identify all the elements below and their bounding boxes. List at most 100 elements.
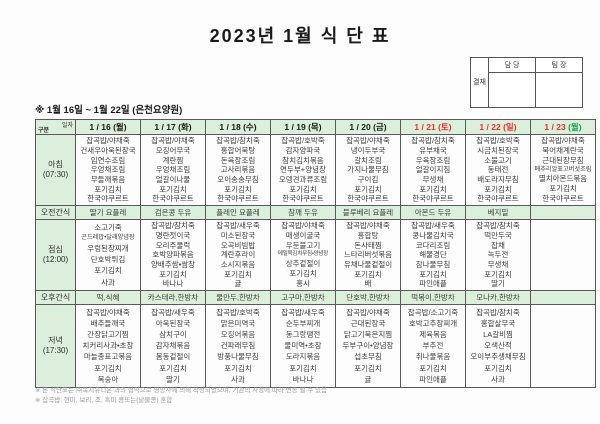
menu-line: 파인애플 xyxy=(419,279,447,289)
menu-line: 플레인 요플레 xyxy=(216,207,260,217)
menu-line: 취나물볶음 xyxy=(415,352,451,362)
meal-label: 저녁 xyxy=(48,336,63,345)
menu-line: 임연수조림 xyxy=(90,155,126,165)
menu-line: 한국야쿠르트 xyxy=(477,194,519,204)
weekday-label: (월) xyxy=(568,122,582,132)
menu-line: 잡곡밥/새우죽 xyxy=(151,307,195,317)
meal-time: (07:30) xyxy=(42,170,69,179)
menu-line: 고사리볶음 xyxy=(220,165,256,175)
menu-line: 시금치된장국 xyxy=(477,145,519,155)
menu-line: 사과 xyxy=(231,374,245,384)
menu-line: 감자양파국 xyxy=(285,145,321,155)
menu-line: 물만두,한방차 xyxy=(216,292,260,302)
menu-cell: 잡곡밥/야채죽 홍합탕 돈사태찜 느타리버섯볶음 유채나물겉절이 포기김치 배 xyxy=(335,219,401,291)
meal-label: 오전간식 xyxy=(40,207,71,217)
menu-line: 물미역•초장 xyxy=(284,341,322,351)
date-header-cell: 1 / 22 (일) xyxy=(465,119,531,135)
menu-line: 참나물무침 xyxy=(415,259,451,269)
menu-line: 맑은미역국 xyxy=(220,318,256,328)
menu-line: 우엉채조림 xyxy=(155,165,191,175)
menu-line: 유채나물겉절이 xyxy=(343,259,393,269)
menu-line: 느타리버섯볶음 xyxy=(343,250,393,260)
menu-line: 도라지볶음 xyxy=(285,352,321,362)
menu-line: 잡곡밥/참치죽 xyxy=(216,136,260,146)
approval-table: 결재 담 당 팀 장 xyxy=(470,57,583,108)
menu-line: 곤드레밥•달래양념장 xyxy=(81,234,135,241)
menu-line: 우육장조림 xyxy=(415,155,451,165)
menu-line: 잡곡밥/야채죽 xyxy=(281,221,325,231)
row-header-lunch: 점심 (12:00) xyxy=(35,219,76,291)
menu-line: 계란찜 xyxy=(162,155,184,165)
weekday-label: (토) xyxy=(438,122,452,132)
menu-line: 포기김치 xyxy=(354,184,382,194)
menu-cell: 잡곡밥/야채죽 근대된장국 닭고기묵은지찜 두부구이•양념장 섭초무침 포기김치 귤 xyxy=(335,304,401,388)
menu-line: 무들깨볶음 xyxy=(90,174,126,184)
menu-line: 포기김치 xyxy=(94,363,122,373)
menu-line: 포기김치 xyxy=(419,184,447,194)
menu-line: 포기김치 xyxy=(484,269,512,279)
menu-line: 가지나물무침 xyxy=(347,165,389,175)
menu-line: 무생채 xyxy=(422,174,444,184)
menu-line: 근대된장국 xyxy=(350,318,386,328)
menu-line: 단호박튀김 xyxy=(90,255,126,265)
menu-line: 잡곡밥/새우죽 xyxy=(216,221,260,231)
menu-cell: 딸기 요플레 xyxy=(75,205,141,220)
menu-cell: 검은콩 두유 xyxy=(140,205,206,220)
menu-line: 메추리알표고버섯조림 xyxy=(534,165,592,173)
menu-line: 한국야쿠르트 xyxy=(347,194,389,204)
menu-line: 근대된장무침 xyxy=(542,156,584,166)
menu-line: 카스테라,한방차 xyxy=(147,292,199,302)
approval-sign-cell xyxy=(488,72,536,108)
menu-line: 아몬드 두유 xyxy=(414,207,452,217)
weekday-label: (수) xyxy=(243,122,257,132)
menu-line: 포기김치 xyxy=(159,363,187,373)
menu-line: 잡곡밥/참치죽 xyxy=(411,136,455,146)
row-header-breakfast: 아침 (07:30) xyxy=(35,134,76,206)
menu-line: 검은콩 두유 xyxy=(154,207,192,217)
menu-line: 아욱된장국 xyxy=(155,318,191,328)
menu-line: 잡곡밥/야채죽 xyxy=(346,136,390,146)
menu-line: 포기김치 xyxy=(94,266,122,276)
menu-line: 단호박,한방차 xyxy=(346,292,390,302)
menu-line: 계란후라이 xyxy=(220,250,256,260)
menu-line: 잡곡밥/호박죽 xyxy=(476,136,520,146)
menu-line: 순두부찌개 xyxy=(285,318,321,328)
menu-cell xyxy=(530,304,596,388)
menu-cell: 참깨 두유 xyxy=(270,205,336,220)
weekday-label: (목) xyxy=(308,122,322,132)
menu-line: 모나카,한방차 xyxy=(476,292,520,302)
menu-line: 소시지볶음 xyxy=(220,259,256,269)
menu-line: 호박고추장찌개 xyxy=(408,318,458,328)
weekday-label: (화) xyxy=(178,122,192,132)
menu-line: 건새우아욱된장국 xyxy=(80,145,136,155)
menu-cell: 잡곡밥/야채죽 매생이굴국 우둔불고기 메밀묵김치무침•양념장 상추겉절이 포기김치 홍시 xyxy=(270,219,336,291)
menu-line: 무생채 xyxy=(487,259,509,269)
menu-line: 녹두전 xyxy=(487,250,509,260)
menu-line: 바나나 xyxy=(292,374,314,384)
menu-line: 얼갈이나물 xyxy=(155,174,191,184)
menu-line: 고구마,한방차 xyxy=(281,292,325,302)
row-header-dinner: 저녁 (17:30) xyxy=(35,304,76,388)
menu-cell: 잡곡밥/야채죽 배추들깨국 간장닭고기찜 치커리사과•초장 마늘종표고볶음 포기김치 복숭아 xyxy=(75,304,141,388)
menu-line: 섭초무침 xyxy=(354,352,382,362)
date-header-cell: 1 / 17 (화) xyxy=(140,119,206,135)
menu-cell: 단호박,한방차 xyxy=(335,290,401,305)
menu-line: 포기김치 xyxy=(419,363,447,373)
menu-line: 삼치구이 xyxy=(159,330,187,340)
menu-line: 배도라지무침 xyxy=(477,174,519,184)
corner-date-label: 일자 xyxy=(61,123,73,129)
menu-cell: 잡곡밥/참치죽 홍합어묵탕 돈육장조림 고사리볶음 오이송송무침 포기김치 한국야쿠르트 xyxy=(205,134,271,206)
menu-cell: 잡곡밥/소고기죽 호박고추장찌개 제육볶음 부추전 취나물볶음 포기김치 파인애플 xyxy=(400,304,466,388)
menu-line: 명란젓이국 xyxy=(155,230,191,240)
approval-header-damdang: 담 당 xyxy=(488,57,536,73)
menu-line: 잡곡밥/참치죽 xyxy=(151,221,195,231)
menu-cell: 잡곡밥/새우죽 미소된장국 오곡비빔밥 계란후라이 소시지볶음 포기김치 귤 xyxy=(205,219,271,291)
menu-line: 포기김치 xyxy=(484,363,512,373)
menu-line: 냉이두부국 xyxy=(350,145,386,155)
menu-cell: 잡곡밥/참치죽 명란젓이국 오리주물럭 호박양파볶음 양배추쌈•쌈장 포기김치 바나나 xyxy=(140,219,206,291)
meal-time: (17:30) xyxy=(42,346,69,355)
menu-line: 한국야쿠르트 xyxy=(87,194,129,204)
menu-line: 포기김치 xyxy=(289,363,317,373)
menu-line: 참치김치볶음 xyxy=(282,155,324,165)
